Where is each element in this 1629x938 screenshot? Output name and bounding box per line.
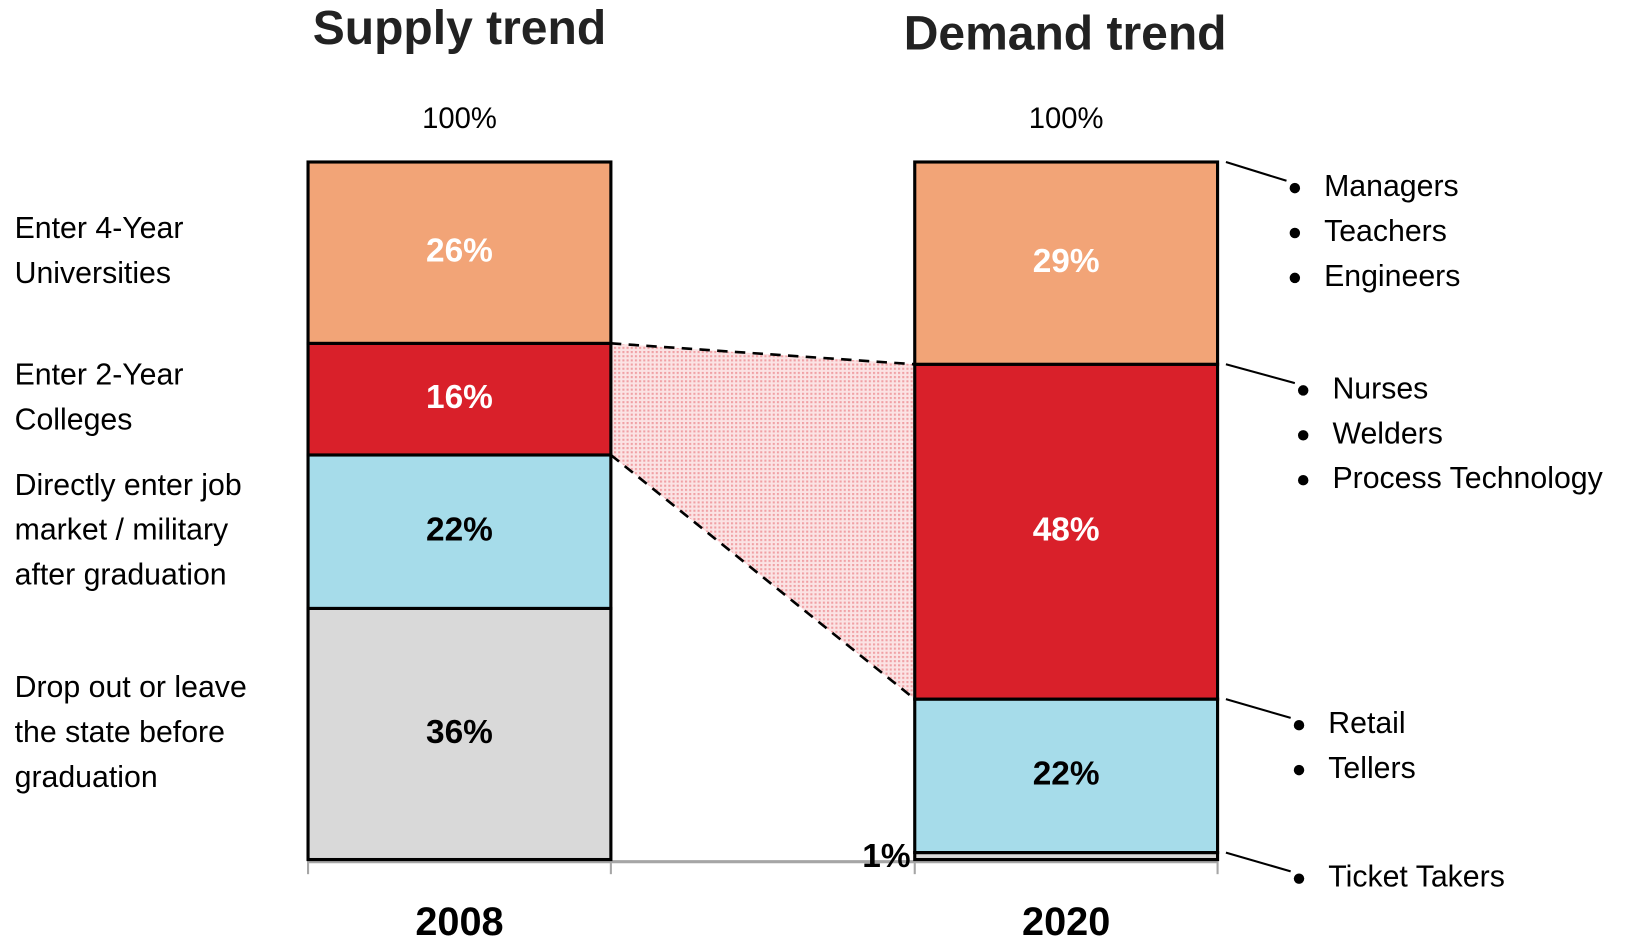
job-label: Retail: [1328, 707, 1405, 740]
bullet: [1289, 182, 1301, 194]
value-label: 26%: [426, 233, 493, 270]
bullet: [1293, 873, 1305, 884]
value-label: 29%: [1033, 243, 1100, 280]
connector-line: [610, 453, 916, 701]
value-label: 22%: [1033, 756, 1100, 793]
bullet: [1293, 764, 1305, 776]
bullet: [1297, 474, 1309, 486]
value-label: 16%: [426, 379, 493, 416]
legend-label: Directly enter job market / military after…: [15, 469, 242, 592]
job-label: Nurses: [1332, 372, 1428, 405]
x-tick-label: 2008: [415, 900, 503, 938]
leader-line: [1225, 698, 1291, 719]
bullet: [1297, 430, 1309, 441]
bullet: [1289, 272, 1301, 284]
job-label: Ticket Takers: [1328, 861, 1505, 894]
job-label: Process Technology: [1332, 462, 1603, 495]
bar-segment: [306, 160, 613, 345]
leader-line: [1225, 160, 1287, 182]
total-label: 100%: [1029, 103, 1104, 135]
leader-line: [1225, 851, 1291, 873]
chart-title: Supply trend: [313, 2, 606, 55]
legend-label: Enter 2-Year Colleges: [15, 359, 184, 437]
bullet: [1293, 719, 1305, 731]
legend-label: Drop out or leave the state before graduat…: [15, 671, 247, 794]
job-label: Welders: [1332, 417, 1442, 450]
job-label: Teachers: [1324, 215, 1447, 248]
total-label: 100%: [422, 103, 497, 135]
legend-label: Enter 4-Year Universities: [15, 212, 184, 290]
job-label: Managers: [1324, 170, 1459, 203]
bullet: [1297, 385, 1309, 396]
x-tick-label: 2020: [1022, 900, 1110, 938]
chart-title: Demand trend: [904, 7, 1227, 60]
value-label: 36%: [426, 714, 493, 751]
bar-segment: [913, 362, 1220, 701]
job-label: Tellers: [1328, 752, 1415, 785]
job-label: Engineers: [1324, 260, 1460, 293]
bar-segment: [913, 160, 1220, 366]
bar-segment: [306, 453, 613, 610]
value-label: 48%: [1033, 512, 1100, 549]
value-label: 22%: [426, 512, 493, 549]
connector-area: [610, 343, 915, 700]
leader-line: [1225, 363, 1296, 385]
value-label: 1%: [862, 838, 910, 875]
connector-line: [610, 342, 915, 366]
bullet: [1289, 227, 1301, 239]
bar-segment: [306, 606, 613, 862]
